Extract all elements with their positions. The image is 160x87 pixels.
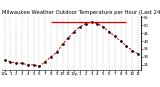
- Text: Milwaukee Weather Outdoor Temperature per Hour (Last 24 Hours): Milwaukee Weather Outdoor Temperature pe…: [2, 10, 160, 15]
